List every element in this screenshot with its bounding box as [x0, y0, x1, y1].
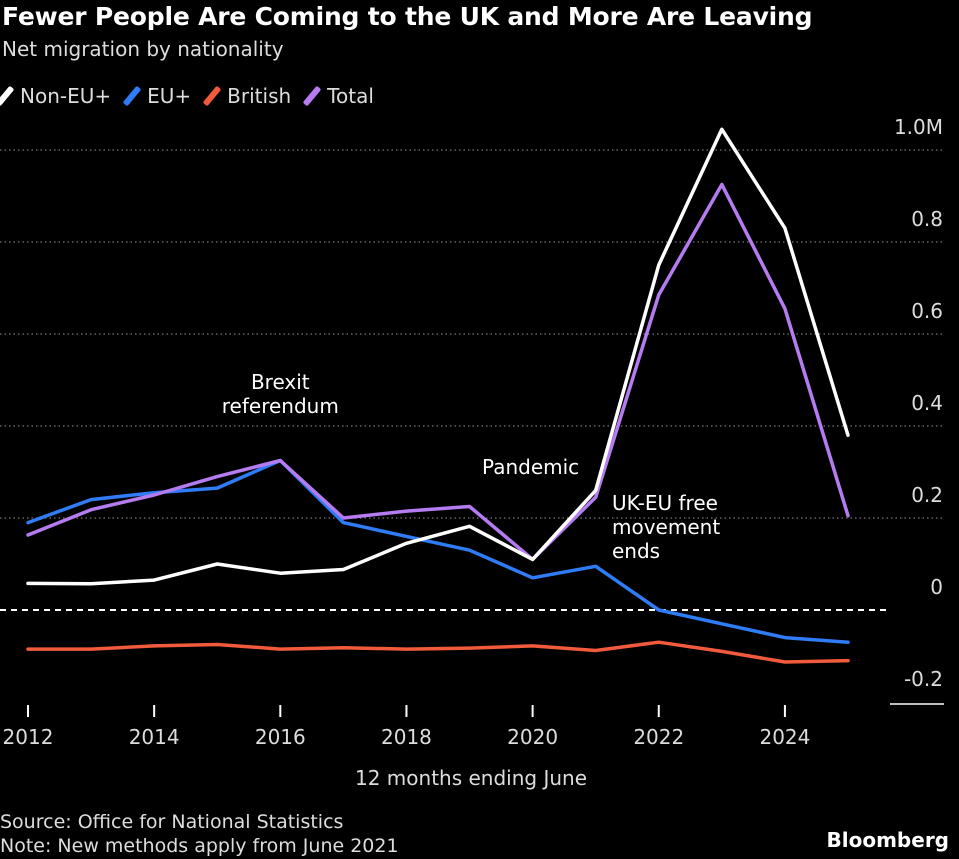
y-tick-label: 0: [930, 575, 943, 599]
legend-item-british: British: [202, 84, 292, 108]
annotation-free-movement: UK-EU free movement ends: [612, 491, 720, 563]
annotation-brexit-line: Brexit: [251, 370, 310, 394]
x-tick-label: 2018: [381, 725, 432, 749]
annotation-free-movement-line: movement: [612, 515, 720, 539]
x-tick-label: 2022: [633, 725, 684, 749]
x-axis-label: 12 months ending June: [355, 766, 588, 790]
annotation-pandemic: Pandemic: [482, 455, 579, 479]
methods-note: Note: New methods apply from June 2021: [0, 835, 399, 857]
y-tick-label: -0.2: [904, 667, 943, 691]
annotation-brexit: Brexit referendum: [222, 370, 339, 418]
legend: Non-EU+ EU+ British Total: [0, 84, 392, 108]
y-tick-label: 1.0M: [894, 115, 943, 139]
bloomberg-logo: Bloomberg: [826, 828, 949, 852]
x-tick-label: 2012: [3, 725, 54, 749]
series-line-total: [26, 182, 850, 562]
y-tick-label: 0.2: [911, 483, 943, 507]
legend-label-non-eu: Non-EU+: [20, 84, 112, 108]
x-tick-label: 2020: [507, 725, 558, 749]
series-line-non-eu: [26, 127, 850, 586]
annotation-pandemic-line: Pandemic: [482, 455, 579, 479]
x-tick-label: 2024: [759, 725, 810, 749]
x-tick-label: 2016: [255, 725, 306, 749]
legend-item-eu: EU+: [122, 84, 192, 108]
chart-subtitle: Net migration by nationality: [2, 37, 284, 61]
annotation-brexit-line: referendum: [222, 394, 339, 418]
y-tick-label: 0.8: [911, 207, 943, 231]
source-note: Source: Office for National Statistics: [0, 811, 344, 833]
legend-label-eu: EU+: [147, 84, 192, 108]
legend-label-total: Total: [327, 84, 374, 108]
legend-label-british: British: [227, 84, 292, 108]
series-line-british: [26, 640, 850, 664]
annotation-free-movement-line: UK-EU free: [612, 491, 718, 515]
y-tick-label: 0.4: [911, 391, 943, 415]
x-tick-label: 2014: [129, 725, 180, 749]
chart-title: Fewer People Are Coming to the UK and Mo…: [2, 2, 813, 31]
annotation-free-movement-line: ends: [612, 539, 660, 563]
y-tick-label: 0.6: [911, 299, 943, 323]
series-line-eu: [26, 458, 850, 644]
legend-item-total: Total: [302, 84, 374, 108]
legend-item-non-eu: Non-EU+: [0, 84, 112, 108]
